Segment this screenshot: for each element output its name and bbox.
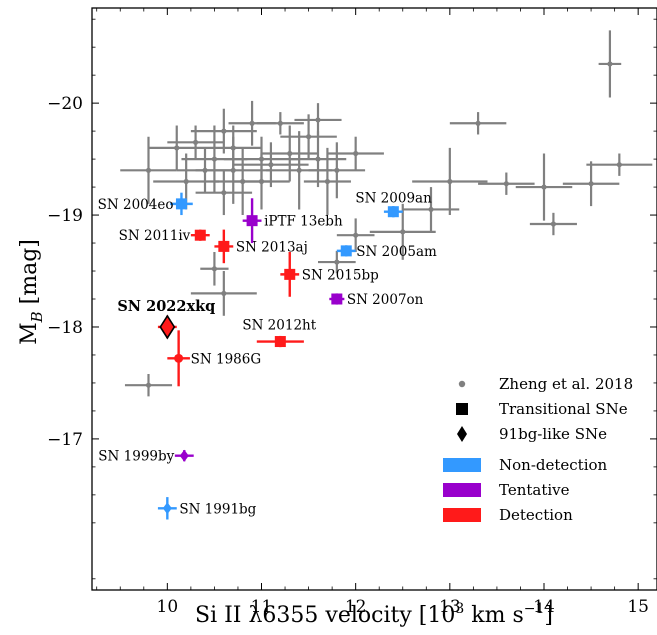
sn-label: SN 1986G <box>191 351 262 367</box>
y-tick-label: −17 <box>47 430 83 450</box>
reference-point <box>145 382 152 388</box>
axes: 10 11 12 13 14 15 −20 −19 −18 −17 <box>47 7 657 617</box>
sn-marker-diamond <box>179 449 189 462</box>
sn-marker-square <box>284 268 296 280</box>
sn-marker-square <box>340 245 352 257</box>
legend-label: Transitional SNe <box>499 400 628 418</box>
sn-label: SN 2022xkq <box>117 298 215 315</box>
reference-point <box>353 150 359 157</box>
x-tick-label: 13 <box>439 597 461 617</box>
sn-label: SN 2012ht <box>242 318 316 334</box>
legend-label: 91bg-like SNe <box>499 425 607 443</box>
y-tick-label: −18 <box>47 318 83 338</box>
legend-label: Non-detection <box>499 456 608 474</box>
legend-label: Zheng et al. 2018 <box>499 375 633 393</box>
sn-marker-circle <box>174 353 184 363</box>
reference-point <box>221 190 227 196</box>
sn-label: SN 2007on <box>347 292 424 308</box>
legend: Zheng et al. 2018 Transitional SNe 91bg-li… <box>443 375 633 524</box>
reference-point <box>503 181 509 187</box>
sn-label: SN 2009an <box>355 191 432 207</box>
x-axis-label: Si II λ6355 velocity [103 km s−1] <box>195 601 553 628</box>
legend-marker-circle <box>458 380 466 388</box>
reference-point <box>192 139 199 145</box>
sn-marker-square <box>194 229 206 241</box>
legend-patch <box>443 483 481 497</box>
sn-marker-diamond <box>159 314 176 340</box>
x-tick-label: 14 <box>533 597 555 617</box>
sn-label: SN 1999by <box>98 449 174 465</box>
legend-marker-diamond <box>457 426 467 442</box>
y-tick-label: −20 <box>47 94 83 114</box>
legend-marker-square <box>456 403 468 415</box>
sn-marker-diamond <box>162 502 172 515</box>
x-tick-label: 11 <box>251 597 273 617</box>
sn-marker-square <box>218 240 230 252</box>
reference-point <box>550 221 557 227</box>
reference-point <box>541 184 547 190</box>
sn-marker-square <box>274 336 286 348</box>
legend-patch <box>443 458 481 472</box>
reference-point <box>305 134 312 140</box>
reference-point <box>447 178 453 185</box>
sn-marker-square <box>387 206 399 218</box>
reference-point <box>268 162 274 168</box>
reference-point <box>400 229 406 235</box>
sn-marker-square <box>246 215 258 227</box>
reference-point <box>475 120 481 126</box>
sn-label: SN 2004eo <box>98 197 174 213</box>
sn-label: iPTF 13ebh <box>264 214 343 230</box>
y-axis-label: MB [mag] <box>17 239 46 345</box>
sn-label: SN 2011iv <box>119 228 191 244</box>
sn-marker-square <box>331 293 343 305</box>
reference-point <box>324 178 331 185</box>
sn-label: SN 2005am <box>356 244 437 260</box>
legend-patch <box>443 508 481 522</box>
sn-label: SN 2013aj <box>236 239 308 255</box>
x-tick-label: 15 <box>627 597 649 617</box>
reference-point <box>296 167 302 173</box>
reference-point <box>315 117 321 123</box>
y-tick-label: −19 <box>47 206 83 226</box>
reference-point <box>287 150 293 157</box>
reference-point <box>211 266 218 272</box>
reference-point <box>616 162 622 168</box>
reference-point <box>221 290 227 297</box>
reference-point <box>428 206 434 213</box>
reference-point <box>249 120 255 126</box>
plot-area <box>120 30 653 520</box>
reference-point <box>315 156 321 162</box>
reference-point <box>145 167 152 173</box>
reference-point <box>174 145 180 151</box>
x-tick-label: 10 <box>157 597 179 617</box>
sn-label: SN 1991bg <box>179 501 256 517</box>
reference-point <box>588 181 594 187</box>
legend-label: Tentative <box>499 481 570 499</box>
sn-marker-square <box>175 198 187 210</box>
reference-point <box>183 178 189 185</box>
reference-point <box>230 145 236 151</box>
reference-point <box>258 178 265 185</box>
reference-point <box>211 156 218 162</box>
reference-point <box>334 167 340 173</box>
reference-point <box>221 128 227 134</box>
reference-point <box>353 232 359 238</box>
x-tick-label: 12 <box>345 597 367 617</box>
reference-point <box>334 259 340 265</box>
reference-point <box>607 61 613 67</box>
sn-label: SN 2015bp <box>302 267 379 283</box>
reference-point <box>277 120 283 126</box>
sn-labels: SN 2004eo SN 2009an SN 2005am SN 1991bg iPTF… <box>98 191 437 518</box>
legend-label: Detection <box>499 506 573 524</box>
